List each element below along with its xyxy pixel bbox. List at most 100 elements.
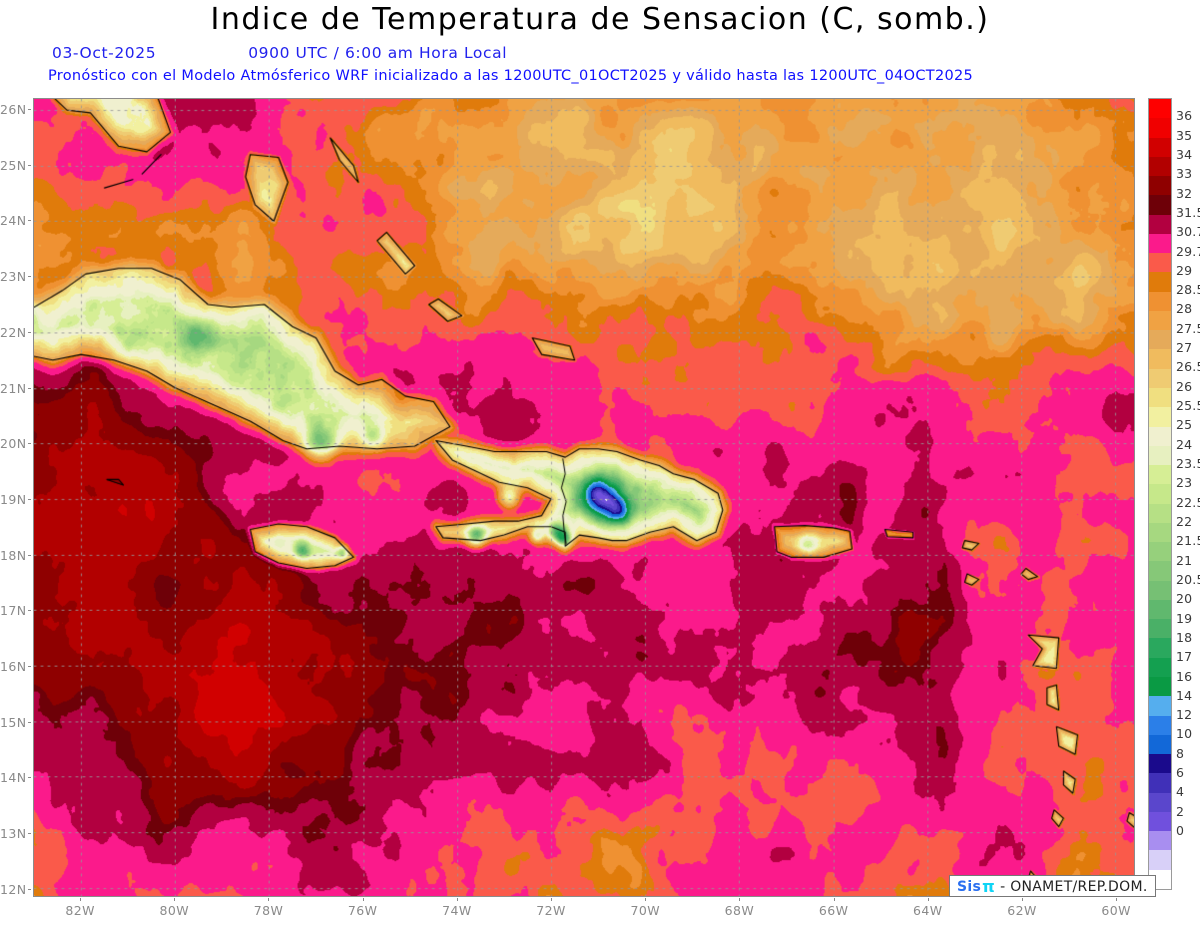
colorbar-band-27 (1149, 619, 1171, 639)
attribution-badge: Sis π - ONAMET/REP.DOM. (949, 875, 1156, 897)
lon-tick-72W: 72W (536, 903, 566, 918)
colorbar-label-8: 8 (1176, 745, 1185, 761)
lon-tick-80W: 80W (159, 903, 190, 918)
colorbar-label-36: 36 (1176, 108, 1193, 124)
colorbar-band-4 (1149, 176, 1171, 196)
lon-tick-mark (1021, 898, 1023, 901)
lat-tick-mark (28, 443, 31, 445)
colorbar-label-26p5: 26.5 (1176, 359, 1200, 375)
colorbar-label-29p7: 29.7 (1176, 243, 1200, 259)
model-description: Pronóstico con el Modelo Atmósferico WRF… (48, 68, 974, 84)
colorbar-label-0: 0 (1176, 823, 1185, 839)
lat-tick-mark (28, 610, 31, 612)
colorbar-band-35 (1149, 773, 1171, 793)
lat-tick-17N: 17N (0, 603, 27, 619)
lon-tick-mark (739, 898, 741, 901)
colorbar-label-28p5: 28.5 (1176, 282, 1200, 298)
lat-tick-18N: 18N (0, 547, 27, 563)
colorbar-label-12: 12 (1176, 707, 1193, 723)
colorbar-band-22 (1149, 522, 1171, 543)
lon-tick-mark (551, 898, 553, 901)
lon-tick-62W: 62W (1007, 903, 1037, 918)
colorbar-band-16 (1149, 407, 1171, 427)
lat-tick-25N: 25N (0, 157, 27, 173)
colorbar-band-15 (1149, 387, 1171, 408)
lon-tick-mark (456, 898, 458, 901)
lon-tick-mark (80, 898, 82, 901)
forecast-datetime-line: 03-Oct-2025 0900 UTC / 6:00 am Hora Local (52, 44, 507, 62)
lat-tick-13N: 13N (0, 825, 27, 841)
colorbar-band-23 (1149, 542, 1171, 562)
lon-tick-74W: 74W (442, 903, 472, 918)
lat-tick-22N: 22N (0, 324, 27, 340)
colorbar-label-34: 34 (1176, 146, 1193, 162)
colorbar-label-27: 27 (1176, 340, 1193, 356)
lat-tick-23N: 23N (0, 269, 27, 285)
colorbar-label-21p5: 21.5 (1176, 533, 1200, 549)
colorbar-label-33: 33 (1176, 166, 1193, 182)
lat-tick-16N: 16N (0, 658, 27, 674)
lon-tick-68W: 68W (724, 903, 755, 918)
colorbar-label-23: 23 (1176, 475, 1193, 491)
colorbar-label-27p5: 27.5 (1176, 320, 1200, 336)
lon-tick-82W: 82W (65, 903, 95, 918)
colorbar-band-25 (1149, 580, 1171, 600)
colorbar-label-26: 26 (1176, 378, 1193, 394)
colorbar-band-20 (1149, 484, 1171, 504)
lat-tick-mark (28, 276, 31, 278)
lat-tick-mark (28, 387, 31, 389)
colorbar-band-3 (1149, 156, 1171, 177)
colorbar-band-0 (1149, 99, 1171, 119)
lat-tick-mark (28, 164, 31, 166)
colorbar-label-6: 6 (1176, 765, 1185, 781)
colorbar-band-5 (1149, 195, 1171, 215)
colorbar-label-17: 17 (1176, 649, 1193, 665)
colorbar-label-21: 21 (1176, 552, 1193, 568)
lat-tick-mark (28, 331, 31, 333)
colorbar-band-12 (1149, 330, 1171, 350)
lat-tick-mark (28, 721, 31, 723)
colorbar-band-26 (1149, 599, 1171, 620)
colorbar-band-28 (1149, 638, 1171, 658)
colorbar-label-22: 22 (1176, 513, 1193, 529)
lon-tick-78W: 78W (253, 903, 284, 918)
lat-tick-19N: 19N (0, 491, 27, 507)
lon-tick-mark (362, 898, 364, 901)
lat-tick-24N: 24N (0, 213, 27, 229)
colorbar-band-1 (1149, 118, 1171, 138)
colorbar-label-2: 2 (1176, 803, 1185, 819)
forecast-date: 03-Oct-2025 (52, 44, 157, 62)
lon-tick-70W: 70W (630, 903, 660, 918)
colorbar-band-19 (1149, 465, 1171, 485)
lat-tick-mark (28, 498, 31, 500)
lat-tick-21N: 21N (0, 380, 27, 396)
colorbar-tick-labels: 363534333231.530.729.72928.52827.52726.5… (1176, 98, 1200, 890)
lon-tick-64W: 64W (913, 903, 943, 918)
colorbar-band-34 (1149, 754, 1171, 774)
colorbar-band-29 (1149, 657, 1171, 677)
colorbar-label-32: 32 (1176, 185, 1193, 201)
lon-tick-mark (268, 898, 270, 901)
pi-icon: π (982, 877, 996, 896)
colorbar-band-6 (1149, 214, 1171, 234)
map-plot-area[interactable] (33, 98, 1135, 897)
colorbar-label-14: 14 (1176, 687, 1193, 703)
colorbar-band-31 (1149, 696, 1171, 716)
lon-tick-mark (833, 898, 835, 901)
colorbar-band-33 (1149, 734, 1171, 755)
colorbar-label-18: 18 (1176, 629, 1193, 645)
colorbar-band-24 (1149, 561, 1171, 581)
colorbar-band-11 (1149, 310, 1171, 331)
colorbar-band-39 (1149, 850, 1171, 870)
colorbar-band-2 (1149, 137, 1171, 157)
lat-tick-14N: 14N (0, 770, 27, 786)
colorbar-band-30 (1149, 676, 1171, 697)
lon-tick-66W: 66W (818, 903, 849, 918)
colorbar-band-21 (1149, 503, 1171, 523)
lon-tick-76W: 76W (347, 903, 378, 918)
sis-logo-text: Sis (957, 878, 982, 895)
colorbar-label-28: 28 (1176, 301, 1193, 317)
colorbar-label-35: 35 (1176, 127, 1193, 143)
colorbar-label-23p5: 23.5 (1176, 456, 1200, 472)
